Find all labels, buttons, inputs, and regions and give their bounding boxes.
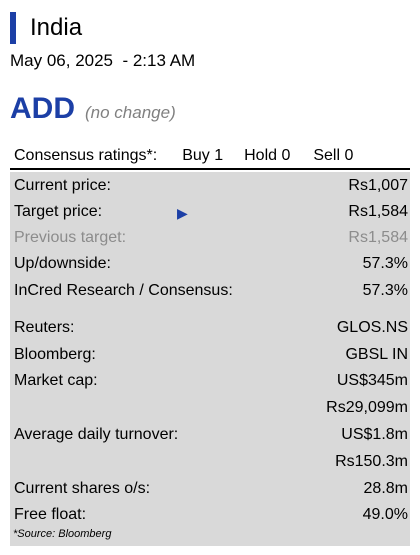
market-cap-usd: US$345m bbox=[336, 372, 408, 389]
current-price-label: Current price: bbox=[14, 177, 111, 194]
country-header: India bbox=[10, 12, 82, 44]
rating-block: ADD (no change) bbox=[10, 92, 176, 126]
updownside-label: Up/downside: bbox=[14, 255, 111, 272]
reuters-label: Reuters: bbox=[14, 319, 75, 336]
turnover-label: Average daily turnover: bbox=[14, 426, 179, 443]
rating-change: (no change) bbox=[85, 103, 176, 122]
target-price-label: Target price: bbox=[14, 203, 103, 220]
bloomberg-row: Bloomberg: GBSL IN bbox=[10, 342, 410, 368]
country-name: India bbox=[30, 14, 83, 41]
current-price-row: Current price: Rs1,007 bbox=[10, 173, 410, 199]
market-cap-row: Market cap: US$345m bbox=[10, 368, 410, 394]
source-note: *Source: Bloomberg bbox=[13, 528, 112, 540]
free-float-label: Free float: bbox=[14, 506, 87, 523]
consensus-label: Consensus ratings*: bbox=[14, 147, 158, 164]
previous-target-row: Previous target: Rs1,584 bbox=[10, 225, 410, 251]
updownside-value: 57.3% bbox=[362, 255, 408, 272]
turnover-inr-row: Rs150.3m bbox=[10, 449, 410, 475]
shares-label: Current shares o/s: bbox=[14, 480, 151, 497]
stock-metrics-panel: Current price: Rs1,007 Target price: ▶ R… bbox=[10, 172, 410, 546]
current-price-value: Rs1,007 bbox=[348, 177, 408, 194]
previous-target-label: Previous target: bbox=[14, 229, 127, 246]
market-cap-inr: Rs29,099m bbox=[326, 399, 408, 416]
incred-consensus-label: InCred Research / Consensus: bbox=[14, 282, 233, 299]
accent-bar bbox=[10, 12, 16, 44]
incred-consensus-value: 57.3% bbox=[362, 282, 408, 299]
updownside-row: Up/downside: 57.3% bbox=[10, 251, 410, 277]
turnover-row: Average daily turnover: US$1.8m bbox=[10, 422, 410, 448]
turnover-usd: US$1.8m bbox=[341, 426, 408, 443]
report-datetime: May 06, 2025 - 2:13 AM bbox=[10, 51, 196, 70]
free-float-value: 49.0% bbox=[362, 506, 408, 523]
consensus-hold: Hold 0 bbox=[244, 147, 291, 164]
market-cap-label: Market cap: bbox=[14, 372, 98, 389]
free-float-row: Free float: 49.0% bbox=[10, 502, 410, 528]
consensus-sell: Sell 0 bbox=[313, 147, 354, 164]
bloomberg-label: Bloomberg: bbox=[14, 346, 96, 363]
shares-row: Current shares o/s: 28.8m bbox=[10, 476, 410, 502]
consensus-ratings: Consensus ratings*: Buy 1 Hold 0 Sell 0 bbox=[10, 144, 410, 170]
target-price-value: Rs1,584 bbox=[348, 203, 408, 220]
reuters-row: Reuters: GLOS.NS bbox=[10, 315, 410, 341]
market-cap-inr-row: Rs29,099m bbox=[10, 395, 410, 421]
reuters-value: GLOS.NS bbox=[336, 319, 408, 336]
turnover-inr: Rs150.3m bbox=[335, 453, 408, 470]
shares-value: 28.8m bbox=[363, 480, 408, 497]
bloomberg-value: GBSL IN bbox=[345, 346, 408, 363]
triangle-right-icon: ▶ bbox=[177, 205, 188, 221]
target-price-row: Target price: ▶ Rs1,584 bbox=[10, 199, 410, 225]
consensus-buy: Buy 1 bbox=[182, 147, 224, 164]
previous-target-value: Rs1,584 bbox=[348, 229, 408, 246]
rating-value: ADD bbox=[10, 92, 75, 125]
incred-consensus-row: InCred Research / Consensus: 57.3% bbox=[10, 278, 410, 304]
